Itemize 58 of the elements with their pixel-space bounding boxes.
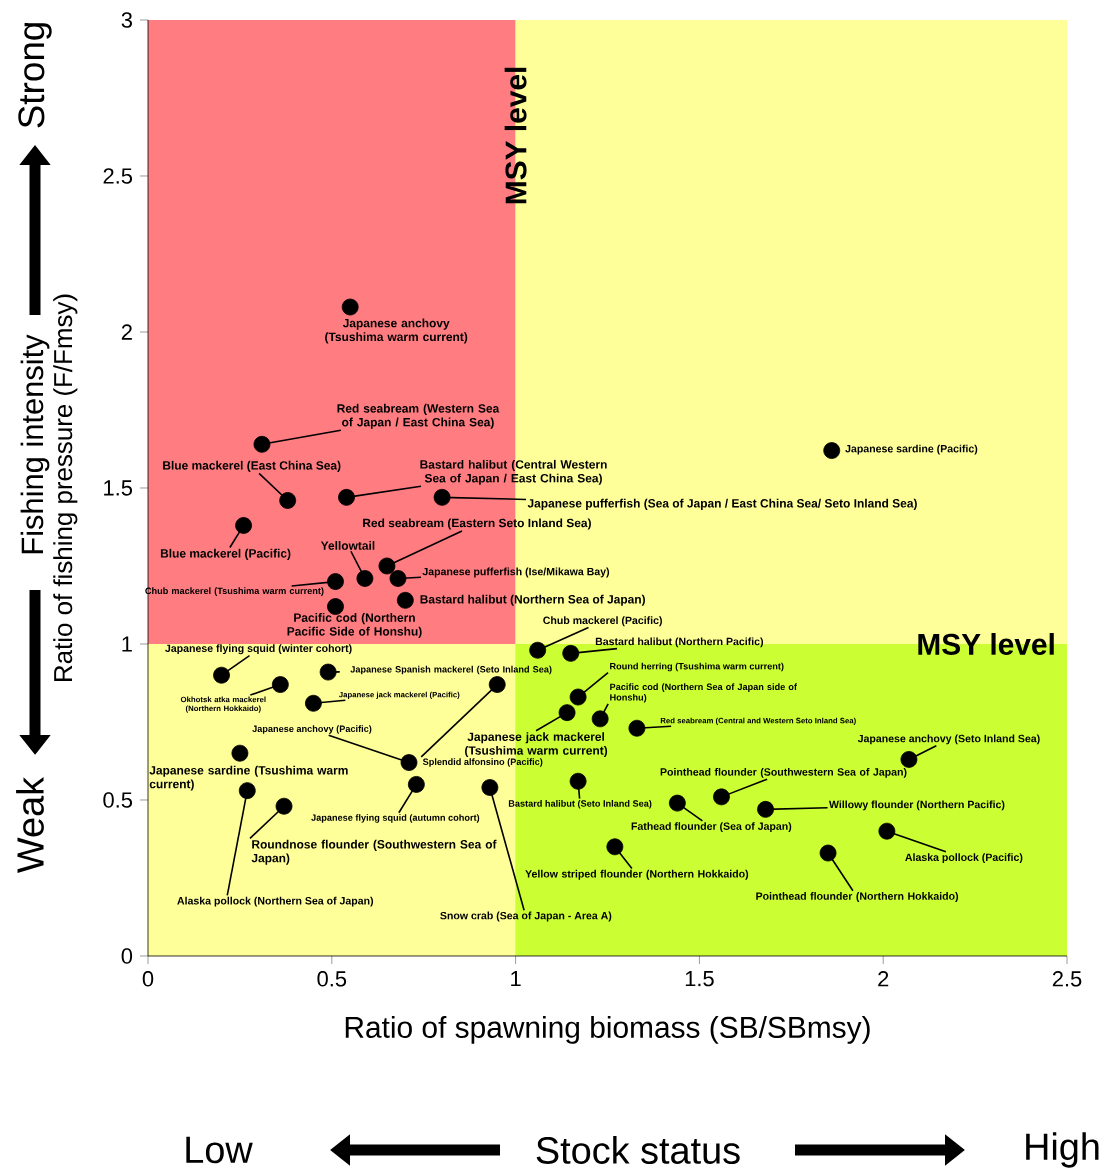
y-tick-label: 1	[122, 636, 132, 652]
y-tick-label: 2	[121, 324, 132, 340]
text: Stock status	[536, 1136, 740, 1164]
annotation: Roundnose flounder (Southwestern Sea of Japan)	[251, 839, 497, 865]
annotation: Bastard halibut (Central Western Sea of Japan / East China Sea)	[420, 459, 607, 485]
x-tick-label: 1.5	[685, 971, 714, 987]
annotation: Pointhead flounder (Southwestern Sea of Japan)	[660, 767, 907, 778]
annotation: Chub mackerel (Pacific)	[543, 616, 662, 627]
text: Weak	[16, 776, 44, 873]
annotation: MSY level	[918, 633, 1054, 655]
annotation: Japanese anchovy (Seto Inland Sea)	[857, 734, 1040, 745]
annotation: Alaska pollock (Pacific)	[905, 853, 1023, 864]
annotation: Pointhead flounder (Northern Hokkaido)	[756, 892, 959, 902]
annotation: MSY level	[504, 67, 527, 204]
annotation: Alaska pollock (Northern Sea of Japan)	[177, 896, 374, 907]
x-axis-title: Ratio of spawning biomass (SB/SBmsy)	[345, 1016, 870, 1044]
annotation: Japanese pufferfish (Sea of Japan / East China Sea/ Seto Inland Sea)	[527, 498, 917, 510]
annotation: Bastard halibut (Seto Inland Sea)	[508, 800, 652, 809]
annotation: Red seabream (Eastern Seto Inland Sea)	[363, 518, 591, 530]
x-tick-label: 2	[878, 971, 889, 987]
x-tick-label: 0.5	[317, 971, 347, 987]
text: Low	[186, 1136, 253, 1164]
annotation: Red seabream (Western Sea of Japan / East China Sea)	[337, 403, 500, 429]
x-tick-label: 0	[142, 971, 154, 987]
text: Fishing intensity	[20, 334, 50, 554]
annotation: Japanese flying squid (autumn cohort)	[311, 814, 480, 823]
annotation: Splendid alfonsino (Pacific)	[422, 758, 543, 767]
annotation: Japanese sardine (Pacific)	[845, 444, 978, 455]
y-tick-label: 0.5	[103, 792, 133, 808]
text: High	[1026, 1132, 1099, 1168]
annotation: Round herring (Tsushima warm current)	[610, 662, 784, 672]
annotation: Japanese anchovy (Tsushima warm current)	[325, 318, 468, 344]
annotation: Japanese sardine (Tsushima warm current)	[149, 765, 348, 791]
annotation: Blue mackerel (East China Sea)	[163, 460, 341, 473]
annotation: Chub mackerel (Tsushima warm current)	[145, 587, 324, 596]
y-tick-label: 1.5	[104, 480, 133, 496]
annotation: Pacific cod (Northern Sea of Japan side of Honshu)	[610, 683, 797, 703]
annotation: Bastard halibut (Northern Pacific)	[595, 637, 764, 648]
annotation: Yellow striped flounder (Northern Hokkaido)	[525, 869, 749, 880]
x-tick-label: 1	[511, 971, 521, 987]
annotation: Pacific cod (Northern Pacific Side of Honshu)	[287, 613, 422, 638]
text: Strong	[18, 23, 52, 128]
annotation: Japanese pufferfish (Ise/Mikawa Bay)	[422, 567, 610, 578]
y-tick-label: 2.5	[103, 168, 133, 184]
annotation: Snow crab (Sea of Japan - Area A)	[440, 911, 612, 922]
y-tick-label: 3	[121, 12, 132, 28]
annotation: Japanese anchovy (Pacific)	[252, 725, 372, 734]
annotation: Japanese Spanish mackerel (Seto Inland Sea)	[350, 665, 552, 675]
annotation: Japanese flying squid (winter cohort)	[165, 644, 352, 655]
annotation: Yellowtail	[320, 541, 375, 550]
y-axis-title: Ratio of fishing pressure (F/Fmsy)	[53, 294, 78, 681]
annotation: Willowy flounder (Northern Pacific)	[828, 800, 1005, 811]
y-tick-label: 0	[121, 948, 133, 964]
annotation: Bastard halibut (Northern Sea of Japan)	[420, 594, 645, 606]
x-tick-label: 2.5	[1052, 971, 1082, 987]
annotation: Blue mackerel (Pacific)	[160, 548, 291, 560]
annotation: Japanese jack mackerel (Tsushima warm current)	[465, 732, 608, 758]
annotation: Fathead flounder (Sea of Japan)	[631, 822, 792, 833]
